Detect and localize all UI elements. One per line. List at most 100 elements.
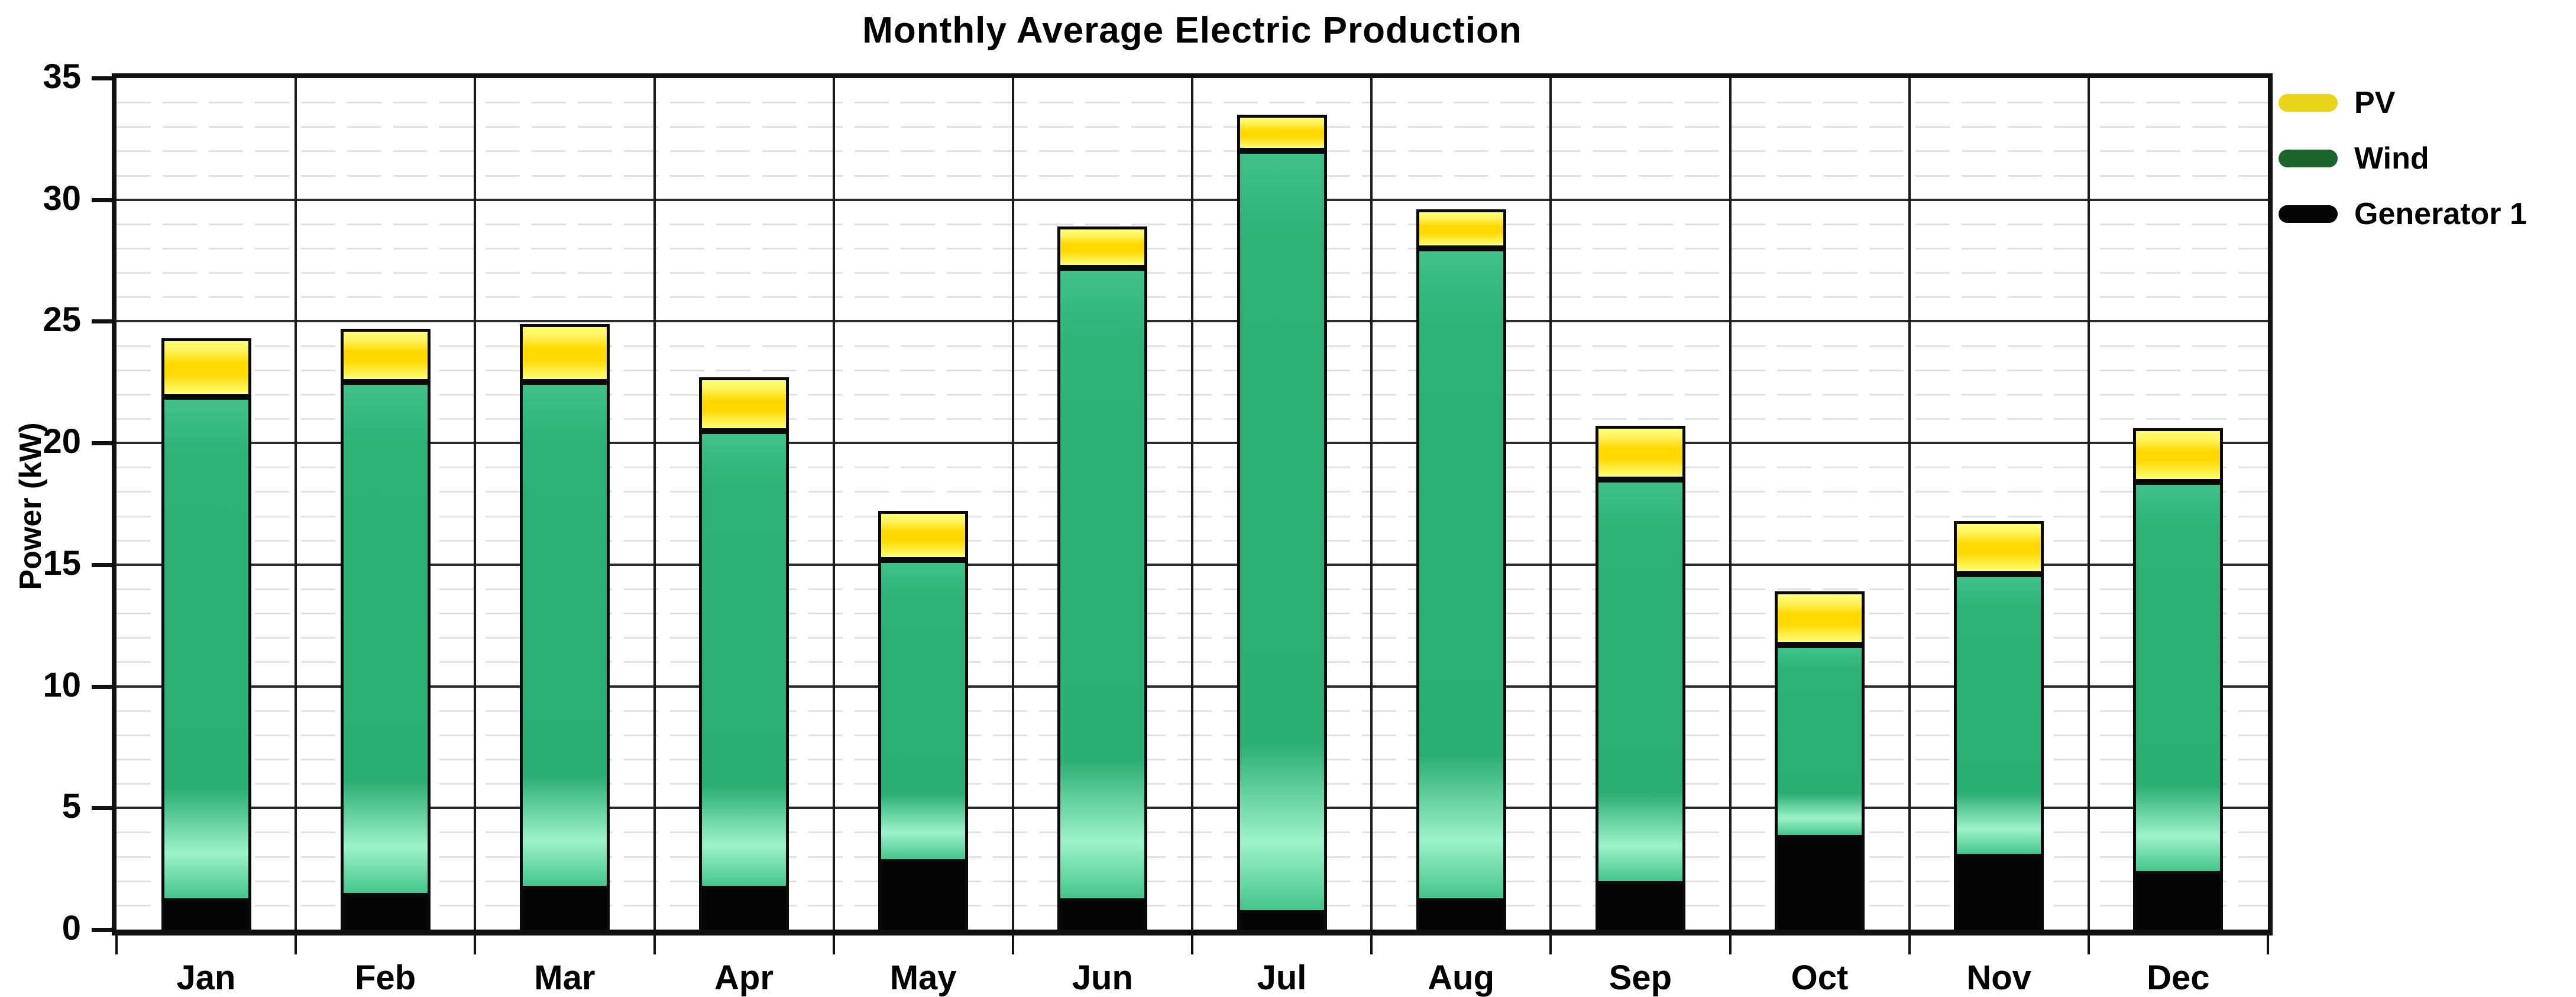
legend-swatch-icon xyxy=(2279,205,2338,223)
bar-segment-pv xyxy=(519,323,610,383)
plot-border-left xyxy=(112,78,116,930)
x-axis-tick xyxy=(1908,936,1911,954)
bar-segment-generator-1 xyxy=(340,893,431,930)
bar-segment-wind xyxy=(1775,645,1865,835)
bar-segment-wind xyxy=(2133,481,2224,872)
x-tick-label: Jan xyxy=(176,959,236,997)
bar-segment-pv xyxy=(1595,426,1685,480)
legend: PV Wind Generator 1 xyxy=(2279,84,2527,251)
x-axis-tick xyxy=(832,936,835,954)
month-separator-line xyxy=(1549,78,1552,930)
month-separator-line xyxy=(474,78,477,930)
x-axis-tick xyxy=(1729,936,1732,954)
bar-segment-wind xyxy=(1595,479,1685,881)
x-tick-label: Dec xyxy=(2147,959,2210,997)
x-axis-tick xyxy=(295,936,297,954)
month-separator-line xyxy=(1011,78,1014,930)
bar-segment-wind xyxy=(161,396,251,898)
x-tick-label: Sep xyxy=(1609,959,1672,997)
bar-segment-pv xyxy=(1237,114,1327,151)
y-tick-label: 10 xyxy=(43,665,81,704)
y-axis-tick xyxy=(92,806,116,811)
y-axis-tick xyxy=(92,198,116,202)
bar-segment-wind xyxy=(699,430,789,886)
legend-item-generator-1: Generator 1 xyxy=(2279,195,2527,233)
y-axis-tick xyxy=(92,562,116,567)
x-axis-tick xyxy=(115,936,118,954)
bar-segment-generator-1 xyxy=(1057,898,1148,930)
y-tick-label: 20 xyxy=(43,422,81,461)
legend-item-wind: Wind xyxy=(2279,140,2527,177)
plot-border-top xyxy=(112,73,2273,78)
x-tick-label: Apr xyxy=(714,959,774,997)
legend-label: Generator 1 xyxy=(2354,197,2527,231)
bar-segment-wind xyxy=(340,382,431,894)
x-axis-tick xyxy=(1549,936,1552,954)
legend-label: PV xyxy=(2354,86,2396,120)
bar-segment-wind xyxy=(1057,267,1148,898)
month-separator-line xyxy=(832,78,835,930)
bar-segment-wind xyxy=(1954,574,2044,854)
bar-segment-pv xyxy=(878,511,969,560)
bar-segment-wind xyxy=(519,382,610,886)
bar-segment-pv xyxy=(1416,209,1506,248)
bar-segment-generator-1 xyxy=(1416,898,1506,930)
month-separator-line xyxy=(1908,78,1911,930)
x-axis-tick xyxy=(2087,936,2090,954)
legend-swatch-icon xyxy=(2279,150,2338,167)
x-axis-line xyxy=(112,930,2273,936)
legend-label: Wind xyxy=(2354,141,2429,176)
bar-segment-pv xyxy=(1775,591,1865,645)
bar-segment-wind xyxy=(878,559,969,859)
bar-segment-pv xyxy=(699,377,789,431)
month-separator-line xyxy=(1191,78,1193,930)
plot-area: 0 5 10 15 20 25 30 35 Jan Feb Mar Apr May Jun Jul Aug Se… xyxy=(43,57,2273,997)
x-tick-label: Feb xyxy=(355,959,416,997)
y-tick-label: 35 xyxy=(43,57,81,96)
bar-segment-generator-1 xyxy=(699,885,789,930)
bar-segment-pv xyxy=(161,338,251,397)
y-tick-label: 15 xyxy=(43,543,81,582)
bar-segment-pv xyxy=(1057,226,1148,268)
x-axis-tick xyxy=(1191,936,1193,954)
y-tick-label: 25 xyxy=(43,300,81,339)
x-axis-tick xyxy=(1011,936,1014,954)
bar-segment-generator-1 xyxy=(2133,871,2224,930)
x-axis-tick xyxy=(474,936,477,954)
legend-swatch-icon xyxy=(2279,94,2338,112)
x-tick-label: Jul xyxy=(1257,959,1307,997)
chart-title: Monthly Average Electric Production xyxy=(862,10,1522,51)
y-tick-label: 30 xyxy=(43,179,81,218)
x-tick-label: Jun xyxy=(1072,959,1133,997)
legend-item-pv: PV xyxy=(2279,84,2527,122)
y-tick-label: 5 xyxy=(62,787,81,826)
bar-segment-pv xyxy=(1954,520,2044,575)
bar-segment-generator-1 xyxy=(519,885,610,930)
x-tick-label: Nov xyxy=(1966,959,2031,997)
bar-segment-generator-1 xyxy=(1237,910,1327,930)
bar-segment-generator-1 xyxy=(1595,881,1685,930)
bar-segment-wind xyxy=(1237,151,1327,911)
month-separator-line xyxy=(295,78,297,930)
bar-segment-generator-1 xyxy=(161,898,251,930)
bar-segment-pv xyxy=(2133,428,2224,482)
x-tick-label: Mar xyxy=(534,959,596,997)
bar-segment-generator-1 xyxy=(1775,834,1865,930)
bar-segment-generator-1 xyxy=(878,859,969,930)
month-separator-line xyxy=(2087,78,2090,930)
month-separator-line xyxy=(653,78,656,930)
x-tick-label: May xyxy=(889,959,957,997)
x-tick-label: Oct xyxy=(1791,959,1849,997)
x-axis-tick xyxy=(2267,936,2269,954)
plot-border-right xyxy=(2268,78,2273,930)
bar-segment-generator-1 xyxy=(1954,854,2044,930)
month-separator-line xyxy=(1729,78,1732,930)
bar-segment-pv xyxy=(340,328,431,383)
x-tick-label: Aug xyxy=(1428,959,1495,997)
month-separator-line xyxy=(1370,78,1373,930)
y-axis-tick xyxy=(92,928,116,932)
y-axis-tick xyxy=(92,684,116,689)
x-axis-tick xyxy=(653,936,656,954)
y-axis-tick xyxy=(92,319,116,324)
